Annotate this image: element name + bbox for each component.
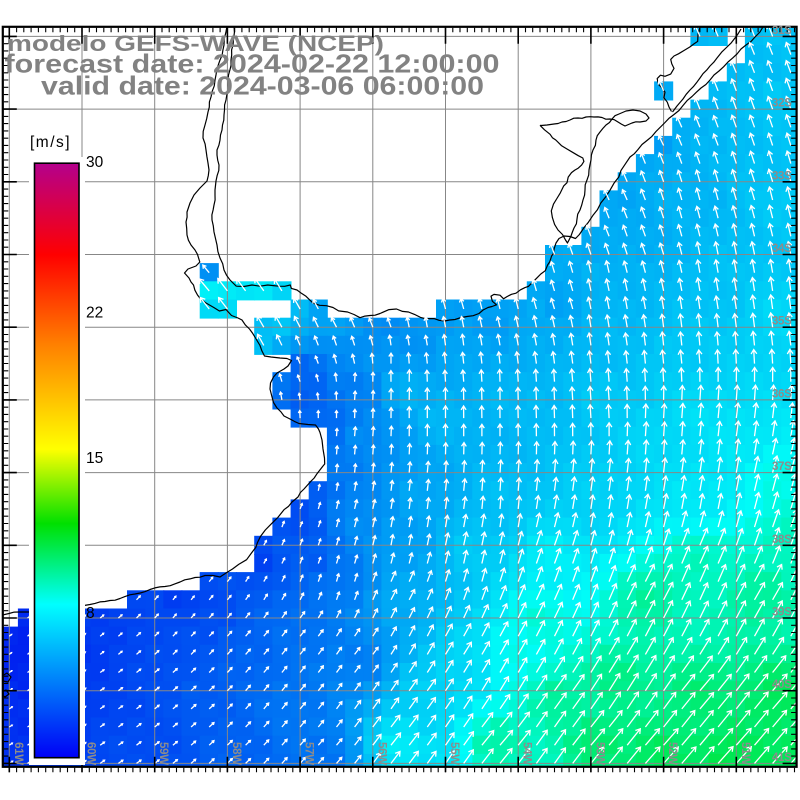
svg-text:53W: 53W [593, 742, 605, 765]
svg-text:38S: 38S [772, 534, 792, 546]
svg-text:55W: 55W [448, 742, 460, 765]
svg-text:40S: 40S [772, 679, 792, 691]
svg-text:[m/s]: [m/s] [30, 134, 71, 151]
svg-text:35S: 35S [772, 316, 792, 328]
svg-text:51W: 51W [739, 742, 751, 765]
svg-text:31S: 31S [772, 25, 792, 37]
svg-text:57W: 57W [303, 742, 315, 765]
svg-text:forecast date: 2024-02-22 12:0: forecast date: 2024-02-22 12:00:00 [5, 49, 500, 79]
svg-text:22: 22 [86, 305, 103, 322]
svg-text:58W: 58W [230, 742, 242, 765]
svg-text:modelo GEFS-WAVE (NCEP): modelo GEFS-WAVE (NCEP) [7, 31, 384, 56]
svg-text:32S: 32S [772, 98, 792, 110]
svg-text:52W: 52W [666, 742, 678, 765]
svg-text:61W: 61W [12, 742, 24, 765]
svg-text:33S: 33S [772, 170, 792, 182]
svg-text:39S: 39S [772, 607, 792, 619]
svg-text:valid date: 2024-03-06 06:00:0: valid date: 2024-03-06 06:00:00 [41, 71, 484, 101]
svg-text:30: 30 [86, 154, 104, 171]
svg-text:41S: 41S [772, 752, 792, 764]
svg-text:54W: 54W [521, 742, 533, 765]
svg-text:56W: 56W [375, 742, 387, 765]
svg-text:60W: 60W [85, 742, 97, 765]
svg-text:15: 15 [86, 450, 103, 467]
svg-text:36S: 36S [772, 388, 792, 400]
svg-text:8: 8 [86, 605, 95, 622]
svg-text:59W: 59W [157, 742, 169, 765]
svg-text:37S: 37S [772, 461, 792, 473]
svg-text:34S: 34S [772, 243, 792, 255]
